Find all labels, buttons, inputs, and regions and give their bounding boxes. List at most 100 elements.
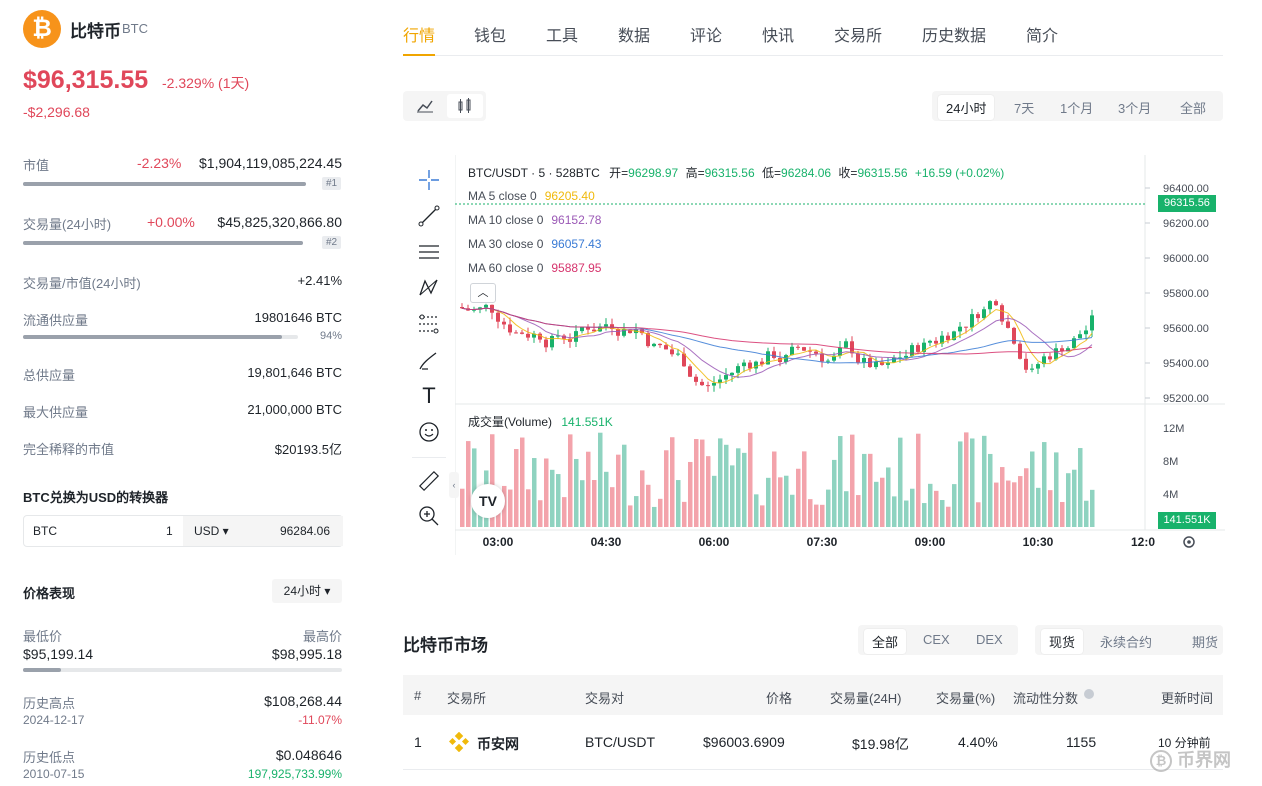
volume-bar	[688, 461, 693, 527]
tab-2[interactable]: 工具	[546, 28, 579, 45]
market-cap-label: 市值	[23, 158, 50, 173]
watermark: ₿ 币界网	[1150, 746, 1231, 773]
candlestick-button[interactable]	[447, 94, 483, 118]
market-filter-0[interactable]: 全部	[864, 629, 907, 654]
circulating-pct: 94%	[319, 330, 342, 342]
range-option-2[interactable]: 1个月	[1060, 101, 1094, 116]
candle-body	[610, 324, 614, 329]
candle-body	[1036, 364, 1040, 369]
volume-bar	[826, 489, 831, 527]
volume-bar	[1066, 473, 1071, 527]
time-axis-label: 10:30	[1023, 535, 1054, 549]
volume-bar	[490, 434, 495, 527]
low-label-ohlc: 低=	[762, 166, 782, 180]
tab-7[interactable]: 历史数据	[922, 28, 987, 45]
zoom-tool[interactable]	[416, 503, 442, 529]
contract-filter-2[interactable]: 期货	[1192, 635, 1219, 650]
candle-body	[1084, 330, 1088, 335]
volume-bar	[976, 502, 981, 527]
contract-filter-0[interactable]: 现货	[1041, 629, 1084, 654]
range-option-4[interactable]: 全部	[1180, 101, 1207, 116]
horizontal-lines-tool[interactable]	[416, 239, 442, 265]
price-axis-label: 95400.00	[1163, 358, 1209, 370]
time-axis-label: 12:0	[1131, 535, 1155, 549]
candle-body	[586, 326, 590, 330]
tab-3[interactable]: 数据	[618, 28, 651, 45]
tab-5[interactable]: 快讯	[762, 28, 795, 45]
candlestick-icon	[458, 98, 471, 113]
volume-bar	[1078, 448, 1083, 527]
candle-body	[622, 329, 626, 336]
candle-body	[682, 353, 686, 367]
bitcoin-icon: ₿	[32, 15, 52, 42]
vol-mcap-label: 交易量/市值(24小时)	[23, 276, 141, 291]
tab-1[interactable]: 钱包	[474, 28, 507, 45]
ma-label: MA 60 close 0	[468, 261, 544, 275]
tab-8[interactable]: 简介	[1026, 28, 1059, 45]
candle-body	[730, 372, 734, 376]
pattern-icon	[419, 279, 438, 296]
contract-filter-1[interactable]: 永续合约	[1100, 635, 1153, 650]
toolbar-collapse-handle[interactable]: ‹	[449, 472, 459, 498]
info-icon[interactable]	[1084, 689, 1094, 699]
volume-bar	[664, 450, 669, 527]
market-filter-1[interactable]: CEX	[923, 632, 950, 647]
low-value: 96284.06	[781, 166, 832, 180]
volume-bar	[964, 432, 969, 527]
crosshair-tool[interactable]	[416, 167, 442, 193]
tradingview-icon: TV	[479, 493, 497, 509]
volume-bar	[994, 482, 999, 527]
brush-tool[interactable]	[416, 347, 442, 373]
ma-value: 95887.95	[551, 261, 602, 275]
fib-tool[interactable]	[416, 311, 442, 337]
performance-range-select[interactable]: 24小时 ▾	[272, 579, 342, 603]
range-option-1[interactable]: 7天	[1014, 101, 1035, 116]
market-col-header: 交易所	[447, 691, 487, 706]
market-cell-updated: 10 分钟前	[1158, 736, 1211, 750]
tab-6[interactable]: 交易所	[834, 28, 883, 45]
ruler-icon	[418, 470, 440, 492]
candle-body	[1030, 368, 1034, 370]
volume-bar	[940, 500, 945, 527]
volume-bar	[670, 437, 675, 527]
volume-bar	[676, 480, 681, 527]
candle-body	[820, 353, 824, 362]
converter-currency-select[interactable]: USD ▾	[194, 524, 229, 538]
candle-body	[838, 347, 842, 356]
volume-legend: 成交量(Volume) 141.551K	[468, 413, 613, 430]
line-chart-icon	[417, 100, 433, 113]
market-col-header[interactable]: 流动性分数	[1013, 691, 1079, 706]
collapse-legend-button[interactable]: ︿	[470, 283, 496, 303]
close-label: 收=	[838, 166, 858, 180]
measure-tool[interactable]	[416, 468, 442, 494]
text-icon: T	[422, 383, 436, 408]
market-cell-rank: 1	[414, 734, 422, 750]
market-cell-exchange[interactable]: 币安网	[477, 736, 519, 752]
smiley-icon	[419, 422, 439, 442]
line-chart-button[interactable]	[407, 94, 443, 118]
converter-amount-input[interactable]: 1	[166, 524, 173, 538]
volume-bar	[634, 496, 639, 527]
volume-bar	[520, 437, 525, 527]
range-option-0[interactable]: 24小时	[938, 95, 995, 120]
text-tool[interactable]: T	[416, 383, 442, 409]
volume-bar	[712, 475, 717, 527]
emoji-tool[interactable]	[416, 419, 442, 445]
volume-bar	[838, 436, 843, 527]
price-chart[interactable]: 96400.00 96200.00 96000.00 95800.00 95600.00…	[455, 155, 1225, 555]
chart-settings-button[interactable]	[1180, 533, 1198, 551]
market-filter-2[interactable]: DEX	[976, 632, 1003, 647]
volume-bar	[748, 432, 753, 527]
volume-bar	[1060, 501, 1065, 527]
pattern-tool[interactable]	[416, 275, 442, 301]
volume-bar	[580, 480, 585, 527]
range-option-3[interactable]: 3个月	[1118, 101, 1152, 116]
candle-body	[874, 361, 878, 368]
candle-body	[880, 361, 884, 365]
tab-0[interactable]: 行情	[403, 28, 436, 45]
volume-bar	[23, 241, 303, 245]
trendline-tool[interactable]	[416, 203, 442, 229]
volume-bar	[1006, 480, 1011, 527]
tab-4[interactable]: 评论	[690, 28, 723, 45]
volume-bar	[988, 453, 993, 527]
